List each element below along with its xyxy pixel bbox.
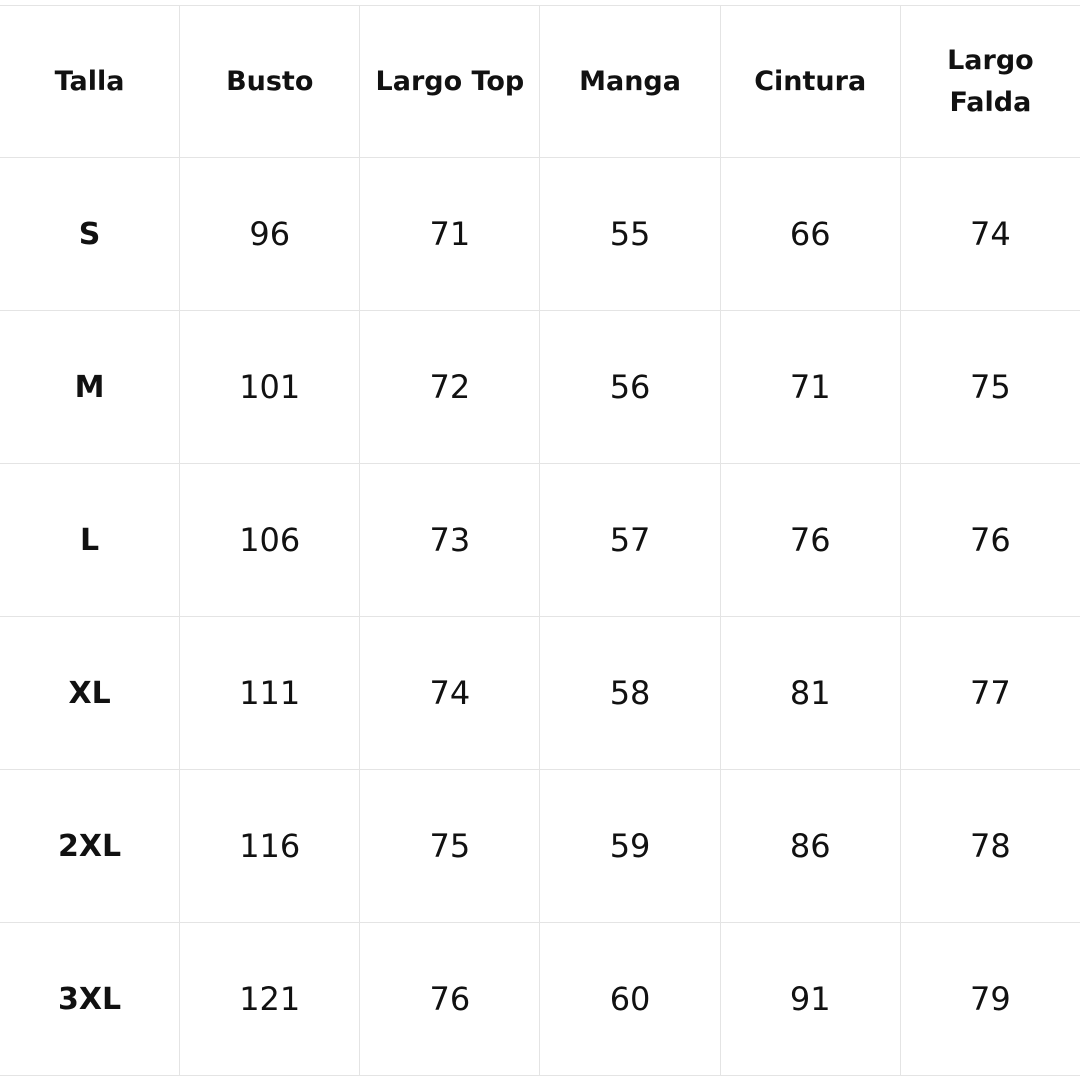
measurement-cell: 73 bbox=[359, 463, 541, 617]
table-row: 3XL 121 76 60 91 79 bbox=[0, 922, 1080, 1076]
header-largo-falda: Largo Falda bbox=[899, 5, 1080, 158]
size-cell: M bbox=[0, 310, 181, 464]
table-row: L 106 73 57 76 76 bbox=[0, 463, 1080, 617]
size-cell: XL bbox=[0, 616, 181, 770]
header-row: Talla Busto Largo Top Manga Cintura Larg… bbox=[0, 5, 1080, 158]
measurement-cell: 74 bbox=[359, 616, 541, 770]
header-busto: Busto bbox=[179, 5, 361, 158]
measurement-cell: 74 bbox=[899, 157, 1080, 311]
size-cell: 2XL bbox=[0, 769, 181, 923]
header-largo-top: Largo Top bbox=[359, 5, 541, 158]
measurement-cell: 78 bbox=[899, 769, 1080, 923]
measurement-cell: 76 bbox=[899, 463, 1080, 617]
header-manga: Manga bbox=[539, 5, 721, 158]
measurement-cell: 59 bbox=[539, 769, 721, 923]
measurement-cell: 106 bbox=[179, 463, 361, 617]
table-row: XL 111 74 58 81 77 bbox=[0, 616, 1080, 770]
measurement-cell: 116 bbox=[179, 769, 361, 923]
header-largo-falda-label: Largo Falda bbox=[947, 44, 1034, 118]
size-cell: 3XL bbox=[0, 922, 181, 1076]
measurement-cell: 56 bbox=[539, 310, 721, 464]
measurement-cell: 60 bbox=[539, 922, 721, 1076]
table-row: S 96 71 55 66 74 bbox=[0, 157, 1080, 311]
measurement-cell: 79 bbox=[899, 922, 1080, 1076]
measurement-cell: 57 bbox=[539, 463, 721, 617]
measurement-cell: 72 bbox=[359, 310, 541, 464]
size-cell: S bbox=[0, 157, 181, 311]
measurement-cell: 121 bbox=[179, 922, 361, 1076]
measurement-cell: 76 bbox=[719, 463, 901, 617]
header-cintura: Cintura bbox=[719, 5, 901, 158]
measurement-cell: 77 bbox=[899, 616, 1080, 770]
measurement-cell: 96 bbox=[179, 157, 361, 311]
table-row: 2XL 116 75 59 86 78 bbox=[0, 769, 1080, 923]
measurement-cell: 111 bbox=[179, 616, 361, 770]
size-cell: L bbox=[0, 463, 181, 617]
measurement-cell: 58 bbox=[539, 616, 721, 770]
header-talla: Talla bbox=[0, 5, 181, 158]
size-chart-table: Talla Busto Largo Top Manga Cintura Larg… bbox=[0, 5, 1080, 1076]
measurement-cell: 91 bbox=[719, 922, 901, 1076]
measurement-cell: 101 bbox=[179, 310, 361, 464]
measurement-cell: 55 bbox=[539, 157, 721, 311]
measurement-cell: 71 bbox=[719, 310, 901, 464]
measurement-cell: 76 bbox=[359, 922, 541, 1076]
table-row: M 101 72 56 71 75 bbox=[0, 310, 1080, 464]
measurement-cell: 66 bbox=[719, 157, 901, 311]
measurement-cell: 81 bbox=[719, 616, 901, 770]
measurement-cell: 75 bbox=[359, 769, 541, 923]
measurement-cell: 75 bbox=[899, 310, 1080, 464]
measurement-cell: 71 bbox=[359, 157, 541, 311]
measurement-cell: 86 bbox=[719, 769, 901, 923]
